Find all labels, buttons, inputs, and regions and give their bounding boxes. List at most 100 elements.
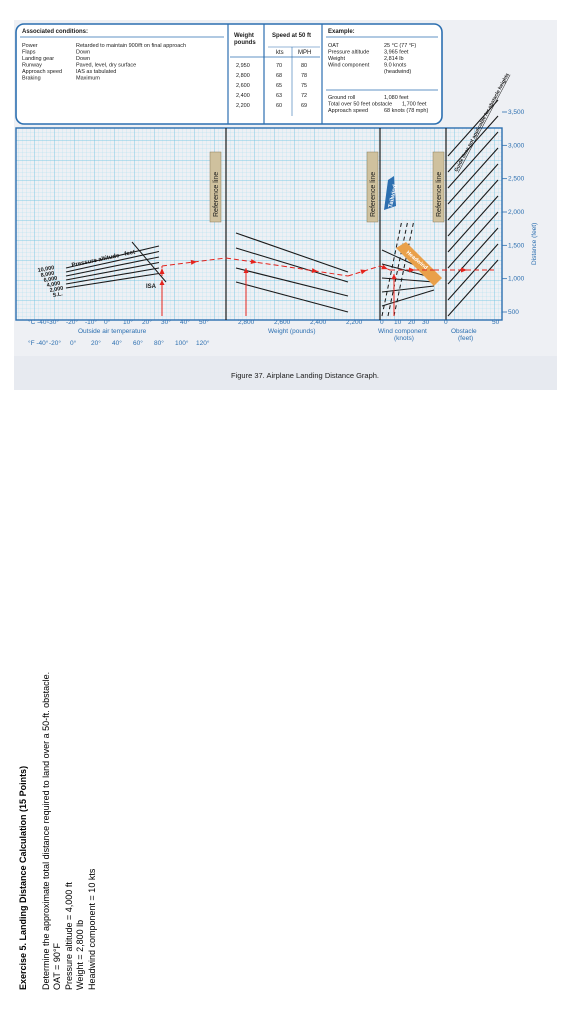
example-result-value: 68 knots (78 mph) — [384, 108, 428, 114]
obstacle-tick: 50 — [492, 319, 500, 326]
obstacle-guide-line — [447, 99, 499, 157]
altitude-curve — [65, 272, 160, 289]
obstacle-guide-line — [447, 163, 499, 221]
weight-header-1: Weight — [234, 33, 254, 39]
weight-tick: 2,400 — [310, 319, 327, 326]
condition-label: Braking — [22, 76, 41, 82]
exercise-line: Determine the approximate total distance… — [40, 671, 51, 990]
example-path-arrow — [190, 259, 197, 265]
oat-tick-f: 40° — [112, 339, 122, 347]
condition-label: Landing gear — [22, 56, 54, 62]
condition-label: Runway — [22, 63, 42, 69]
svg-text:Tailwind: Tailwind — [388, 184, 399, 209]
wind-tick: 30 — [422, 319, 430, 326]
reference-line-wind: Reference line — [366, 151, 379, 223]
distance-tick: 3,500 — [508, 109, 525, 116]
isa-line — [131, 241, 167, 283]
example-result-value: 1,700 feet — [402, 102, 427, 108]
example-path-arrow — [381, 264, 388, 270]
obstacle-guide-line — [447, 243, 499, 301]
wind-tick: 0 — [380, 319, 384, 326]
weight-guide-line — [235, 247, 349, 283]
distance-tick: 500 — [508, 309, 519, 316]
example-label: Weight — [328, 56, 345, 62]
tailwind-guide-line — [381, 219, 403, 317]
speed-row-mph: 75 — [301, 83, 307, 89]
example-result-value: 1,080 feet — [384, 95, 409, 101]
distance-tick: 2,500 — [508, 176, 525, 183]
speed-row-mph: 69 — [301, 103, 307, 109]
obstacle-tick: 0 — [444, 319, 448, 326]
oat-tick-c: 20° — [142, 318, 152, 326]
tailwind-guide-line — [387, 219, 409, 317]
reference-line-weight: Reference line — [209, 151, 222, 223]
example-path-arrow — [311, 268, 318, 274]
speed-row-kts: 68 — [276, 73, 282, 79]
distance-tick: 2,000 — [508, 209, 525, 216]
exercise-block: Exercise 5. Landing Distance Calculation… — [18, 670, 98, 990]
oat-tick-c: -10° — [85, 318, 97, 326]
speed-row-weight: 2,600 — [236, 83, 250, 89]
condition-value: Maximum — [76, 76, 100, 82]
condition-value: Retarded to maintain 900/ft on final app… — [76, 43, 186, 49]
distance-tick: 1,000 — [508, 276, 525, 283]
speed-row-mph: 72 — [301, 93, 307, 99]
speed-row-kts: 65 — [276, 83, 282, 89]
example-value: (headwind) — [384, 69, 411, 75]
weight-guide-lines — [235, 232, 349, 313]
example-path-arrow — [461, 267, 467, 273]
altitude-label: 6,000 — [43, 276, 58, 284]
altitude-curve — [65, 245, 160, 269]
condition-label: Flaps — [22, 50, 36, 56]
weight-guide-line — [235, 267, 349, 297]
example-path-arrow — [159, 268, 165, 274]
weight-guide-line — [235, 281, 349, 313]
obstacle-guide-line — [447, 131, 499, 189]
weight-axis-label: Weight (pounds) — [268, 328, 316, 335]
condition-value: Down — [76, 50, 90, 56]
speed-row-mph: 80 — [301, 63, 307, 69]
example-path-arrow — [391, 274, 397, 279]
caption-strip — [14, 356, 557, 390]
example-result-label: Approach speed — [328, 108, 368, 114]
oat-tick-c: 10° — [123, 318, 133, 326]
example-title: Example: — [328, 29, 355, 35]
obstacle-guide-line — [447, 147, 499, 205]
speed-header: Speed at 50 ft — [272, 33, 311, 39]
exercise-line: Headwind component = 10 kts — [86, 868, 97, 990]
reference-line-obstacle: Reference line — [432, 151, 445, 223]
exercise-title: Exercise 5. Landing Distance Calculation… — [18, 765, 28, 990]
condition-value: IAS as tabulated — [76, 69, 116, 75]
wind-axis-label-units: (knots) — [394, 335, 414, 342]
exercise-line: Pressure altitude = 4,000 ft — [63, 882, 74, 990]
oat-tick-c: 0° — [104, 318, 111, 326]
example-path-arrow — [360, 269, 367, 275]
example-label: Pressure altitude — [328, 50, 369, 56]
oat-tick-f: -20° — [49, 339, 61, 347]
oat-axis-label: Outside air temperature — [78, 328, 147, 335]
distance-tick: 1,500 — [508, 242, 525, 249]
condition-value: Down — [76, 56, 90, 62]
tailwind-guide-line — [393, 219, 415, 317]
obstacle-guide-line — [447, 115, 499, 173]
example-label: OAT — [328, 43, 340, 49]
speed-row-weight: 2,200 — [236, 103, 250, 109]
speed-row-weight: 2,950 — [236, 63, 250, 69]
oat-tick-f: 100° — [175, 339, 189, 347]
example-path-arrow — [159, 280, 165, 285]
oat-tick-c: -20° — [66, 318, 78, 326]
weight-guide-line — [235, 232, 349, 273]
example-label: Wind component — [328, 63, 370, 69]
obstacle-guide-line — [447, 195, 499, 253]
wind-guide-lines — [381, 219, 435, 317]
tailwind-label: Tailwind — [384, 176, 399, 210]
example-value: 3,965 feet — [384, 50, 409, 56]
speed-row-kts: 63 — [276, 93, 282, 99]
oat-tick-f: °F -40° — [28, 339, 49, 347]
example-value: 25 °C (77 °F) — [384, 43, 416, 49]
conditions-title: Associated conditions: — [22, 29, 88, 35]
example-path — [159, 257, 494, 316]
landing-distance-figure: Associated conditions: Power Retarded to … — [14, 20, 557, 390]
obstacle-guide-line — [447, 211, 499, 269]
altitude-label: 4,000 — [46, 281, 61, 289]
